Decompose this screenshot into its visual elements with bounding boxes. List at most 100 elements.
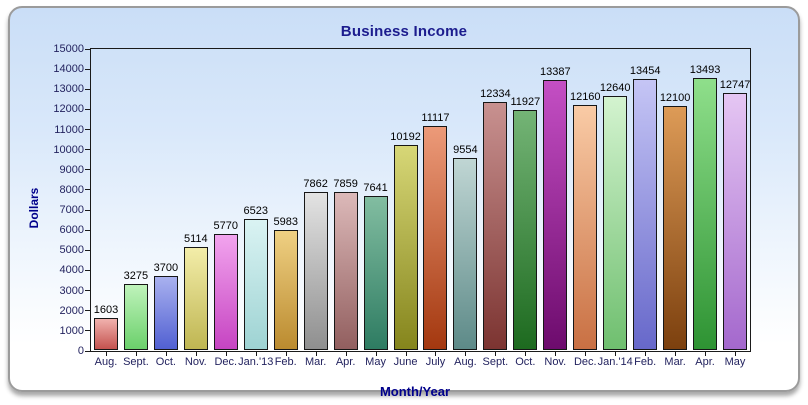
x-tick-label: Nov. <box>184 356 207 368</box>
bar <box>453 158 478 350</box>
y-tick-mark <box>85 209 90 211</box>
bar <box>423 126 448 350</box>
x-tick-mark <box>735 352 737 356</box>
bar <box>633 79 658 350</box>
x-tick-label: Oct. <box>155 356 176 368</box>
bar-value-label: 7862 <box>303 178 328 190</box>
x-tick-mark <box>645 352 647 356</box>
bar-value-label: 12640 <box>599 82 631 94</box>
x-tick-label: Dec. <box>214 356 238 368</box>
bar <box>513 110 538 350</box>
x-tick-label: May <box>724 356 746 368</box>
bar <box>603 96 628 350</box>
bar <box>573 105 598 350</box>
y-tick-label: 11000 <box>54 123 84 136</box>
y-tick-label: 0 <box>77 345 84 357</box>
bar-value-label: 12747 <box>719 79 751 91</box>
x-tick-label: Sept. <box>482 356 509 368</box>
bar-value-label: 13493 <box>689 64 721 76</box>
x-tick-label: Mar. <box>664 356 686 368</box>
y-tick-mark <box>85 189 90 191</box>
bar <box>213 234 238 350</box>
bar-value-label: 5983 <box>273 216 298 228</box>
y-tick-mark <box>85 249 90 251</box>
x-tick-mark <box>375 352 377 356</box>
bar <box>303 192 328 350</box>
bar <box>363 196 388 350</box>
y-tick-mark <box>85 169 90 171</box>
y-tick-label: 14000 <box>53 63 84 76</box>
bar <box>273 230 298 350</box>
bar-value-label: 9554 <box>453 144 478 156</box>
x-tick-mark <box>675 352 677 356</box>
bar <box>393 145 418 350</box>
bar <box>723 93 748 350</box>
x-tick-label: Feb. <box>274 356 297 368</box>
x-tick-label: Mar. <box>304 356 327 368</box>
x-tick-mark <box>465 352 467 356</box>
y-tick-label: 2000 <box>59 304 84 317</box>
y-tick-label: 12000 <box>53 103 84 116</box>
x-tick-mark <box>435 352 437 356</box>
y-tick-mark <box>85 310 90 312</box>
y-tick-mark <box>85 229 90 231</box>
bar <box>483 102 508 350</box>
y-tick-mark <box>85 269 90 271</box>
x-tick-label: Jan.'14 <box>597 356 633 368</box>
x-tick-mark <box>225 352 227 356</box>
bar-value-label: 11927 <box>510 96 541 108</box>
bar-value-label: 3275 <box>123 270 149 282</box>
x-tick-label: May <box>365 356 386 368</box>
x-tick-mark <box>195 352 197 356</box>
bar-value-label: 1603 <box>93 304 119 316</box>
y-tick-label: 13000 <box>53 83 84 96</box>
bar-value-label: 3700 <box>153 262 179 274</box>
y-tick-mark <box>85 108 90 110</box>
bar-value-label: 5770 <box>213 220 239 232</box>
x-tick-label: June <box>393 356 418 368</box>
y-tick-mark <box>85 330 90 332</box>
x-axis-title: Month/Year <box>379 384 451 399</box>
x-tick-mark <box>135 352 137 356</box>
bar-value-label: 12334 <box>480 88 511 100</box>
y-tick-label: 4000 <box>59 264 84 277</box>
x-tick-mark <box>255 352 257 356</box>
y-tick-label: 15000 <box>53 43 84 55</box>
x-tick-label: Sept. <box>123 356 149 368</box>
x-tick-label: Dec. <box>573 356 597 368</box>
y-tick-label: 10000 <box>53 143 84 156</box>
bar <box>333 192 358 350</box>
bar <box>123 284 148 350</box>
bar <box>243 219 268 350</box>
x-tick-mark <box>555 352 557 356</box>
x-tick-label: July <box>425 356 446 368</box>
bar-value-label: 13454 <box>629 65 661 77</box>
y-tick-mark <box>85 129 90 131</box>
bar-value-label: 11117 <box>421 112 450 124</box>
x-tick-label: Apr. <box>695 356 715 368</box>
y-tick-label: 3000 <box>59 284 84 297</box>
x-tick-label: Apr. <box>335 356 356 368</box>
x-tick-label: Nov. <box>544 356 567 368</box>
y-tick-mark <box>85 149 90 151</box>
bar <box>663 106 688 350</box>
bar-value-label: 10192 <box>390 131 421 143</box>
x-tick-mark <box>405 352 407 356</box>
x-tick-mark <box>105 352 107 356</box>
x-tick-mark <box>705 352 707 356</box>
x-tick-label: Jan.'13 <box>238 356 274 368</box>
x-tick-label: Aug. <box>94 356 118 368</box>
y-tick-mark <box>85 350 90 352</box>
y-tick-label: 1000 <box>59 324 84 337</box>
bar <box>153 276 178 350</box>
bar <box>543 80 568 350</box>
bar-value-label: 13387 <box>539 66 571 78</box>
bar-value-label: 12160 <box>569 91 601 103</box>
x-tick-mark <box>345 352 347 356</box>
y-tick-label: 7000 <box>59 204 84 217</box>
y-tick-mark <box>85 68 90 70</box>
bar-value-label: 6523 <box>243 205 268 217</box>
x-tick-label: Oct. <box>515 356 536 368</box>
x-tick-mark <box>285 352 287 356</box>
